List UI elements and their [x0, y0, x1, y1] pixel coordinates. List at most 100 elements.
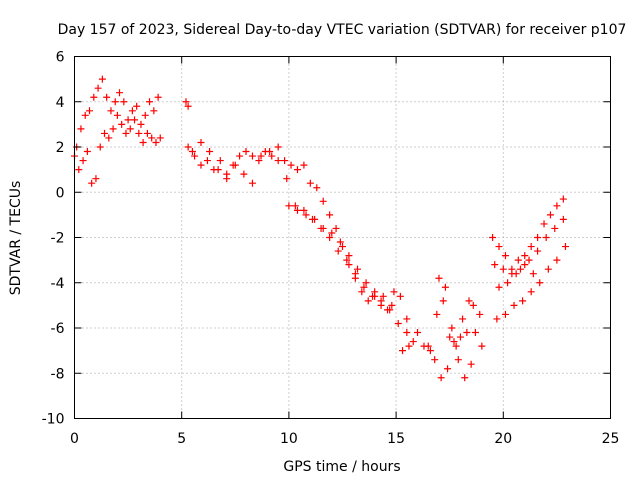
data-point: [154, 93, 162, 101]
data-point: [128, 107, 136, 115]
data-point: [465, 297, 473, 305]
data-point: [553, 256, 561, 264]
data-point: [394, 319, 402, 327]
data-point: [197, 138, 205, 146]
data-point: [469, 301, 477, 309]
data-point: [476, 310, 484, 318]
data-point: [197, 161, 205, 169]
data-point: [313, 184, 321, 192]
data-point: [332, 224, 340, 232]
y-tick-label: -6: [51, 321, 65, 337]
axis-ticks: 0 5 10 15 20 25 -10 -8 -6 -4 -2 0 2 4 6: [42, 50, 620, 448]
data-point: [396, 292, 404, 300]
data-point: [188, 148, 196, 156]
data-point: [529, 270, 537, 278]
data-point: [351, 270, 359, 278]
data-point: [456, 333, 464, 341]
grid-lines: [74, 56, 611, 419]
data-point: [433, 310, 441, 318]
y-tick-label: 2: [56, 140, 65, 156]
data-point: [79, 157, 87, 165]
data-point: [559, 195, 567, 203]
data-point: [96, 143, 104, 151]
data-point: [274, 143, 282, 151]
data-point: [319, 224, 327, 232]
data-point: [527, 243, 535, 251]
data-point: [358, 288, 366, 296]
data-point: [122, 129, 130, 137]
data-point: [521, 261, 529, 269]
data-point: [403, 315, 411, 323]
x-axis-title: GPS time / hours: [283, 459, 400, 475]
data-point: [499, 265, 507, 273]
data-point: [111, 98, 119, 106]
data-point: [103, 93, 111, 101]
data-point: [426, 347, 434, 355]
data-point: [135, 129, 143, 137]
x-tick-label: 25: [602, 431, 620, 447]
data-point: [536, 279, 544, 287]
data-point: [240, 170, 248, 178]
data-point: [83, 148, 91, 156]
data-point: [334, 247, 342, 255]
data-point: [109, 125, 117, 133]
data-point: [118, 120, 126, 128]
y-tick-label: 6: [56, 50, 65, 66]
data-point: [478, 342, 486, 350]
y-axis-title: SDTVAR / TECUs: [8, 181, 24, 296]
data-point: [300, 206, 308, 214]
data-point: [90, 93, 98, 101]
data-point: [371, 288, 379, 296]
data-point: [452, 342, 460, 350]
data-point: [287, 161, 295, 169]
y-tick-label: 4: [56, 95, 65, 111]
data-point: [274, 157, 282, 165]
data-point: [81, 111, 89, 119]
data-point: [139, 138, 147, 146]
data-point: [77, 125, 85, 133]
data-point: [450, 338, 458, 346]
data-point: [491, 261, 499, 269]
data-point: [94, 84, 102, 92]
data-point: [463, 329, 471, 337]
data-point: [236, 152, 244, 160]
data-point: [514, 256, 522, 264]
data-point: [293, 206, 301, 214]
data-point: [107, 107, 115, 115]
data-point: [405, 342, 413, 350]
data-point: [283, 175, 291, 183]
x-tick-label: 20: [494, 431, 512, 447]
data-point: [184, 143, 192, 151]
data-point: [105, 134, 113, 142]
data-point: [516, 265, 524, 273]
data-point: [116, 89, 124, 97]
data-point: [248, 179, 256, 187]
data-point: [343, 256, 351, 264]
data-point: [364, 297, 372, 305]
data-point: [495, 283, 503, 291]
data-point: [88, 179, 96, 187]
data-point: [441, 283, 449, 291]
data-point: [326, 211, 334, 219]
data-point: [302, 211, 310, 219]
data-point: [306, 179, 314, 187]
data-point: [439, 297, 447, 305]
data-point: [540, 220, 548, 228]
data-point: [544, 265, 552, 273]
data-point: [360, 283, 368, 291]
data-point: [559, 215, 567, 223]
data-point: [146, 98, 154, 106]
data-point: [300, 161, 308, 169]
data-point: [148, 134, 156, 142]
data-point: [345, 252, 353, 260]
data-point: [551, 224, 559, 232]
data-point: [150, 107, 158, 115]
data-point: [336, 238, 344, 246]
data-point: [379, 292, 387, 300]
data-point: [184, 102, 192, 110]
data-point: [339, 243, 346, 251]
data-point: [534, 234, 542, 241]
data-point: [369, 292, 377, 300]
data-point: [75, 166, 83, 174]
data-point: [561, 243, 569, 251]
